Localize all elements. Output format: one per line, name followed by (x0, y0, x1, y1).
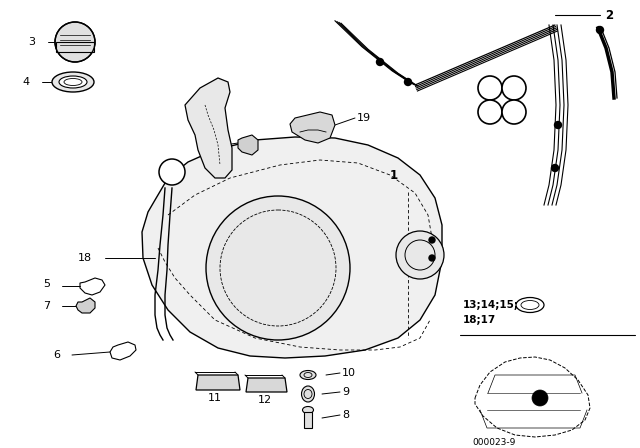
Ellipse shape (301, 386, 314, 402)
Text: 18;17: 18;17 (463, 315, 496, 325)
Text: 4: 4 (23, 77, 30, 87)
Circle shape (502, 76, 526, 100)
Ellipse shape (59, 76, 87, 88)
Bar (304, 412, 312, 428)
Circle shape (404, 78, 412, 86)
Circle shape (554, 121, 561, 129)
Polygon shape (196, 375, 240, 390)
Circle shape (552, 164, 559, 172)
Circle shape (429, 237, 435, 243)
Polygon shape (56, 42, 94, 52)
Text: 13: 13 (483, 83, 497, 93)
Text: 12: 12 (258, 395, 272, 405)
Circle shape (429, 255, 435, 261)
Text: 11: 11 (208, 393, 222, 403)
Polygon shape (246, 378, 287, 392)
Text: 20: 20 (196, 138, 210, 148)
Circle shape (55, 22, 95, 62)
Circle shape (396, 231, 444, 279)
Ellipse shape (300, 370, 316, 379)
Text: 1: 1 (390, 168, 398, 181)
Polygon shape (238, 135, 258, 155)
Circle shape (478, 100, 502, 124)
Polygon shape (142, 137, 442, 358)
Circle shape (206, 196, 350, 340)
Circle shape (596, 26, 604, 34)
Circle shape (532, 390, 548, 406)
Text: 8: 8 (342, 410, 349, 420)
Text: 2: 2 (605, 9, 613, 22)
Text: 16: 16 (508, 107, 521, 117)
Circle shape (502, 100, 526, 124)
Polygon shape (185, 78, 232, 178)
Text: 5: 5 (43, 279, 50, 289)
Ellipse shape (52, 72, 94, 92)
Text: 3: 3 (28, 37, 35, 47)
Circle shape (478, 76, 502, 100)
Text: 15: 15 (483, 107, 497, 117)
Text: 13;14;15;: 13;14;15; (463, 300, 519, 310)
Ellipse shape (303, 406, 314, 414)
Circle shape (159, 159, 185, 185)
Text: 9: 9 (342, 387, 349, 397)
Text: 18: 18 (78, 253, 92, 263)
Text: 17: 17 (165, 167, 179, 177)
Polygon shape (290, 112, 335, 143)
Text: 7: 7 (43, 301, 50, 311)
Text: 19: 19 (357, 113, 371, 123)
Circle shape (376, 59, 383, 65)
Text: 10: 10 (342, 368, 356, 378)
Text: 000023-9: 000023-9 (472, 438, 515, 447)
Polygon shape (76, 298, 95, 313)
Text: 6: 6 (53, 350, 60, 360)
Text: 14: 14 (508, 83, 521, 93)
